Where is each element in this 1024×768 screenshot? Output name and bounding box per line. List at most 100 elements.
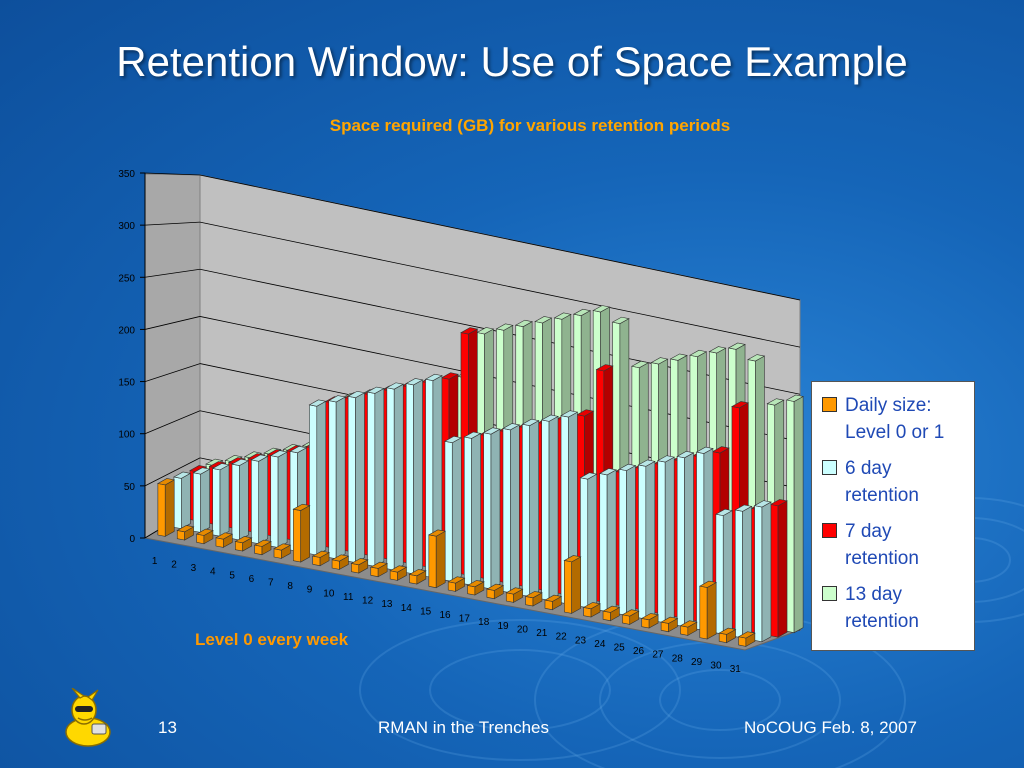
bar-daily-size-level-0-or-1-20	[524, 591, 543, 607]
x-tick-label: 2	[171, 559, 177, 570]
gridline-side	[144, 410, 201, 435]
bar-daily-size-level-0-or-1-18	[486, 583, 505, 600]
bar-daily-size-level-0-or-1-14	[408, 569, 427, 585]
slide-title: Retention Window: Use of Space Example	[116, 38, 908, 85]
legend-item-daily-size: Daily size: Level 0 or 1	[822, 392, 968, 446]
x-tick-label: 25	[614, 643, 626, 654]
bar-6-day-retention-23	[598, 468, 617, 613]
bar-daily-size-level-0-or-1-24	[602, 605, 621, 622]
bar-daily-size-level-0-or-1-21	[544, 594, 563, 611]
bar-daily-size-level-0-or-1-5	[234, 536, 253, 552]
bar-6-day-retention-10	[347, 390, 366, 564]
y-tick-label: 0	[129, 534, 135, 545]
y-tick-label: 150	[118, 378, 135, 389]
bar-6-day-retention-19	[521, 418, 540, 598]
bar-daily-size-level-0-or-1-3	[195, 528, 214, 545]
bar-6-day-retention-26	[656, 455, 676, 624]
bar-daily-size-level-0-or-1-27	[660, 616, 679, 633]
bar-6-day-retention-6	[269, 450, 288, 549]
bar-6-day-retention-12	[385, 382, 405, 571]
bar-6-day-retention-30	[734, 504, 753, 639]
bar-6-day-retention-31	[753, 500, 772, 643]
bar-6-day-retention-4	[231, 458, 250, 541]
bar-daily-size-level-0-or-1-8	[292, 503, 311, 563]
gridline-side	[144, 316, 201, 330]
legend-swatch-7-day	[822, 523, 837, 538]
y-tick-label: 300	[118, 221, 135, 232]
legend-item-13-day: 13 day retention	[822, 581, 968, 635]
bar-6-day-retention-5	[250, 454, 269, 545]
bar-daily-size-level-0-or-1-7	[273, 543, 292, 559]
slide-number: 13	[158, 718, 177, 737]
footer-right-text: NoCOUG Feb. 8, 2007	[744, 718, 917, 737]
bar-7-day-retention-31	[769, 499, 788, 638]
level0-annotation: Level 0 every week	[195, 630, 349, 649]
gridline-side	[144, 221, 201, 226]
bar-6-day-retention-13	[405, 378, 424, 575]
y-tick-label: 50	[124, 482, 136, 493]
bar-6-day-retention-24	[618, 463, 637, 616]
x-tick-label: 15	[420, 606, 432, 617]
bar-daily-size-level-0-or-1-6	[253, 539, 272, 556]
x-tick-label: 1	[152, 556, 158, 567]
gridline-side	[144, 457, 201, 487]
x-tick-label: 14	[401, 603, 413, 614]
x-tick-label: 7	[268, 577, 274, 588]
legend-item-7-day: 7 day retention	[822, 518, 968, 572]
bar-daily-size-level-0-or-1-31	[737, 631, 756, 647]
bar-daily-size-level-0-or-1-13	[389, 565, 408, 581]
bar-6-day-retention-20	[540, 414, 559, 601]
bar-6-day-retention-3	[211, 463, 230, 537]
bar-6-day-retention-14	[424, 373, 443, 579]
legend-label: 13 day retention	[845, 584, 919, 632]
x-tick-label: 29	[691, 657, 703, 668]
legend-item-6-day: 6 day retention	[822, 455, 968, 509]
x-tick-label: 16	[439, 610, 451, 621]
x-tick-label: 4	[210, 567, 216, 578]
bar-daily-size-level-0-or-1-29	[698, 580, 718, 640]
bar-daily-size-level-0-or-1-9	[311, 550, 330, 567]
bar-daily-size-level-0-or-1-1	[157, 478, 176, 537]
bar-daily-size-level-0-or-1-30	[718, 627, 737, 644]
bar-6-day-retention-22	[579, 472, 598, 609]
x-tick-label: 28	[672, 653, 684, 664]
x-tick-label: 30	[710, 661, 722, 672]
bar-6-day-retention-18	[502, 423, 521, 594]
bar-daily-size-level-0-or-1-17	[466, 580, 485, 596]
gridline-side	[144, 363, 201, 382]
x-tick-label: 8	[287, 581, 293, 592]
bar-6-day-retention-25	[637, 459, 656, 620]
x-tick-label: 24	[594, 639, 606, 650]
bar-6-day-retention-21	[560, 410, 579, 605]
bar-6-day-retention-16	[463, 431, 482, 586]
bar-daily-size-level-0-or-1-25	[621, 609, 640, 625]
x-tick-label: 3	[191, 563, 197, 574]
bar-daily-size-level-0-or-1-19	[505, 587, 524, 603]
x-tick-label: 13	[381, 599, 393, 610]
bar-6-day-retention-27	[676, 451, 695, 628]
gridline	[199, 221, 801, 348]
bar-6-day-retention-9	[327, 395, 347, 560]
gridline	[199, 174, 801, 301]
chart-legend: Daily size: Level 0 or 1 6 day retention…	[811, 381, 975, 651]
legend-swatch-13-day	[822, 586, 837, 601]
bar-daily-size-level-0-or-1-26	[640, 613, 659, 629]
legend-label: 6 day retention	[845, 458, 919, 506]
x-tick-label: 19	[498, 621, 510, 632]
x-tick-label: 26	[633, 646, 645, 657]
x-tick-label: 20	[517, 624, 529, 635]
x-tick-label: 27	[652, 650, 664, 661]
bar-6-day-retention-15	[444, 435, 463, 582]
bar-daily-size-level-0-or-1-12	[369, 561, 389, 578]
x-tick-label: 18	[478, 617, 490, 628]
bar-daily-size-level-0-or-1-15	[427, 529, 447, 589]
y-tick-label: 250	[118, 273, 135, 284]
footer-center-text: RMAN in the Trenches	[378, 718, 550, 737]
y-tick-label: 200	[118, 325, 135, 336]
x-tick-label: 17	[459, 614, 471, 625]
bar-6-day-retention-17	[482, 427, 501, 590]
legend-swatch-daily-size	[822, 397, 837, 412]
legend-swatch-6-day	[822, 460, 837, 475]
